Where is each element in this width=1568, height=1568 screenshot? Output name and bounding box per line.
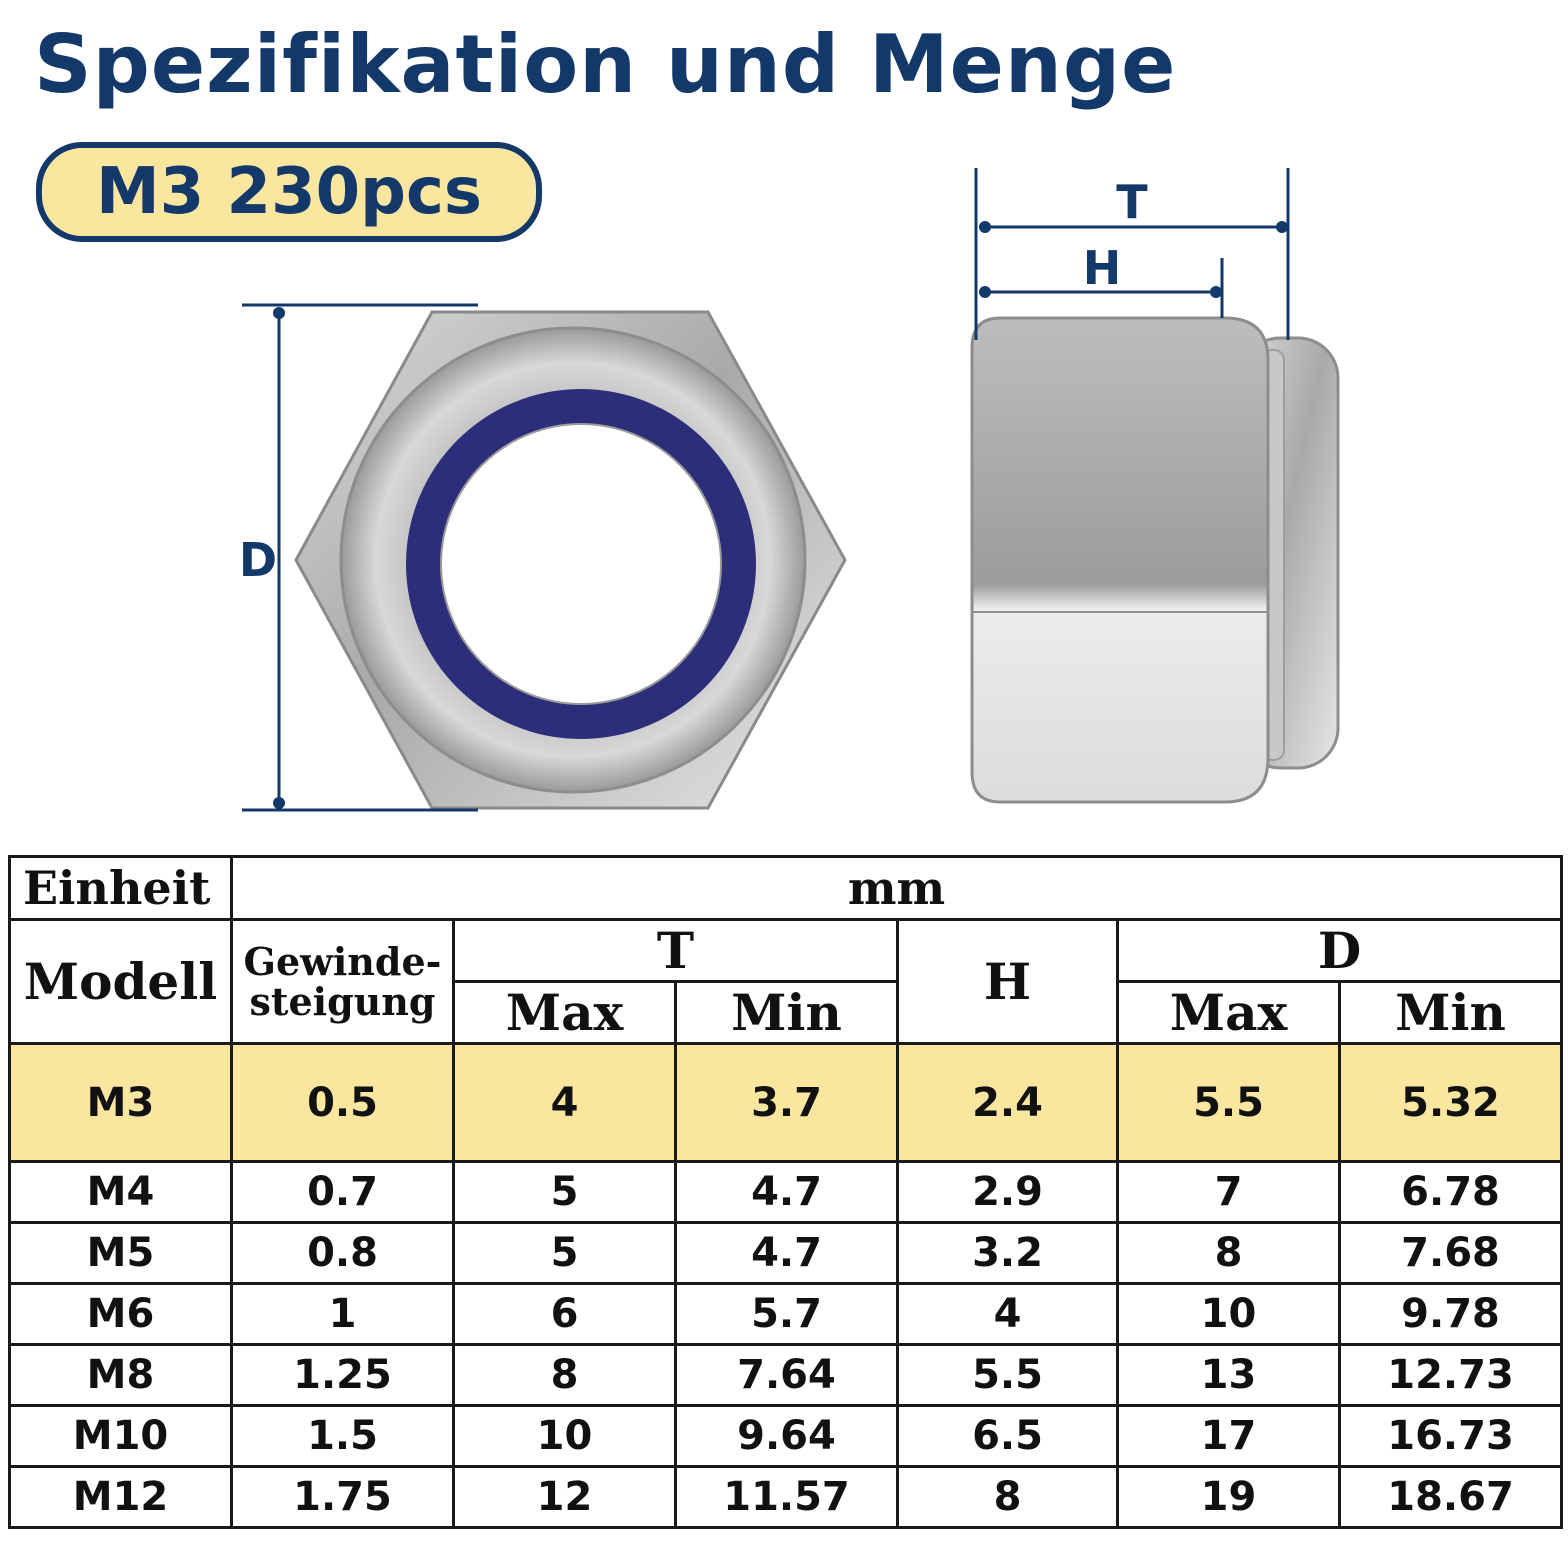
cell-d-min: 9.78	[1337, 1282, 1564, 1346]
cell-pitch: 0.7	[230, 1160, 455, 1224]
cell-t-max: 4	[452, 1042, 677, 1163]
header-d-max: Max	[1116, 980, 1341, 1045]
header-pitch-line2: steigung	[249, 978, 436, 1024]
table-row: M3 0.5 4 3.7 2.4 5.5 5.32	[8, 1042, 1564, 1163]
dimension-h: H	[979, 241, 1224, 318]
dimension-d-label: D	[239, 533, 277, 587]
cell-t-max: 5	[452, 1221, 677, 1285]
cell-model: M5	[8, 1221, 233, 1285]
header-pitch-line1: Gewinde-	[243, 938, 442, 984]
page-title: Spezifikation und Menge	[34, 18, 1177, 111]
nut-front-view	[294, 310, 847, 810]
table-row: M4 0.7 5 4.7 2.9 7 6.78	[8, 1160, 1564, 1224]
header-h: H	[896, 918, 1119, 1045]
cell-pitch: 0.5	[230, 1042, 455, 1163]
cell-h: 8	[896, 1465, 1119, 1529]
cell-pitch: 1.25	[230, 1343, 455, 1407]
unit-value: mm	[229, 855, 1564, 921]
cell-d-min: 7.68	[1337, 1221, 1564, 1285]
cell-d-min: 16.73	[1337, 1404, 1564, 1468]
header-t-min: Min	[674, 980, 899, 1045]
cell-d-max: 17	[1116, 1404, 1341, 1468]
header-row: Modell Gewinde- steigung T H D	[8, 918, 1564, 1045]
cell-t-min: 7.64	[674, 1343, 899, 1407]
cell-t-min: 9.64	[674, 1404, 899, 1468]
cell-t-max: 5	[452, 1160, 677, 1224]
table-row: M6 1 6 5.7 4 10 9.78	[8, 1282, 1564, 1346]
header-t-max: Max	[452, 980, 677, 1045]
cell-d-min: 12.73	[1337, 1343, 1564, 1407]
cell-h: 2.9	[896, 1160, 1119, 1224]
cell-d-min: 5.32	[1337, 1042, 1564, 1163]
cell-pitch: 0.8	[230, 1221, 455, 1285]
dimension-t: T	[974, 168, 1290, 340]
cell-d-max: 19	[1116, 1465, 1341, 1529]
table-row: M8 1.25 8 7.64 5.5 13 12.73	[8, 1343, 1564, 1407]
cell-h: 6.5	[896, 1404, 1119, 1468]
cell-d-max: 7	[1116, 1160, 1341, 1224]
nut-side-view	[970, 316, 1340, 804]
table-row: M12 1.75 12 11.57 8 19 18.67	[8, 1465, 1564, 1529]
dimension-t-label: T	[1116, 175, 1148, 229]
cell-pitch: 1	[230, 1282, 455, 1346]
cell-t-min: 11.57	[674, 1465, 899, 1529]
header-t: T	[452, 918, 899, 983]
spec-table: Einheit mm Modell Gewinde- steigung T H …	[8, 855, 1564, 1529]
header-pitch: Gewinde- steigung	[230, 918, 455, 1045]
nut-drawings: D T H	[239, 168, 1340, 812]
cell-pitch: 1.75	[230, 1465, 455, 1529]
cell-model: M6	[8, 1282, 233, 1346]
cell-model: M4	[8, 1160, 233, 1224]
unit-row: Einheit mm	[8, 855, 1564, 921]
cell-d-max: 8	[1116, 1221, 1341, 1285]
cell-h: 3.2	[896, 1221, 1119, 1285]
cell-t-min: 4.7	[674, 1160, 899, 1224]
cell-d-min: 6.78	[1337, 1160, 1564, 1224]
cell-model: M12	[8, 1465, 233, 1529]
cell-d-max: 5.5	[1116, 1042, 1341, 1163]
cell-d-max: 10	[1116, 1282, 1341, 1346]
table-row: M10 1.5 10 9.64 6.5 17 16.73	[8, 1404, 1564, 1468]
cell-d-max: 13	[1116, 1343, 1341, 1407]
cell-t-min: 5.7	[674, 1282, 899, 1346]
cell-h: 4	[896, 1282, 1119, 1346]
cell-t-max: 10	[452, 1404, 677, 1468]
cell-model: M10	[8, 1404, 233, 1468]
cell-pitch: 1.5	[230, 1404, 455, 1468]
cell-model: M8	[8, 1343, 233, 1407]
cell-h: 5.5	[896, 1343, 1119, 1407]
cell-t-max: 8	[452, 1343, 677, 1407]
dimension-h-label: H	[1083, 241, 1122, 295]
cell-h: 2.4	[896, 1042, 1119, 1163]
header-d: D	[1115, 918, 1564, 983]
quantity-badge: M3 230pcs	[36, 142, 542, 242]
table-row: M5 0.8 5 4.7 3.2 8 7.68	[8, 1221, 1564, 1285]
cell-t-min: 4.7	[674, 1221, 899, 1285]
dimension-d: D	[239, 303, 478, 812]
header-model: Modell	[8, 918, 233, 1045]
subheader-row: Max Min Max Min	[10, 980, 1564, 1045]
spec-table-body: M3 0.5 4 3.7 2.4 5.5 5.32 M4 0.7 5 4.7 2.9 7 6.78 M5 0.…	[8, 1042, 1564, 1529]
unit-label: Einheit	[8, 855, 233, 921]
cell-t-min: 3.7	[674, 1042, 899, 1163]
cell-model: M3	[8, 1042, 233, 1163]
header-d-min: Min	[1337, 980, 1564, 1045]
cell-t-max: 12	[452, 1465, 677, 1529]
cell-t-max: 6	[452, 1282, 677, 1346]
cell-d-min: 18.67	[1337, 1465, 1564, 1529]
